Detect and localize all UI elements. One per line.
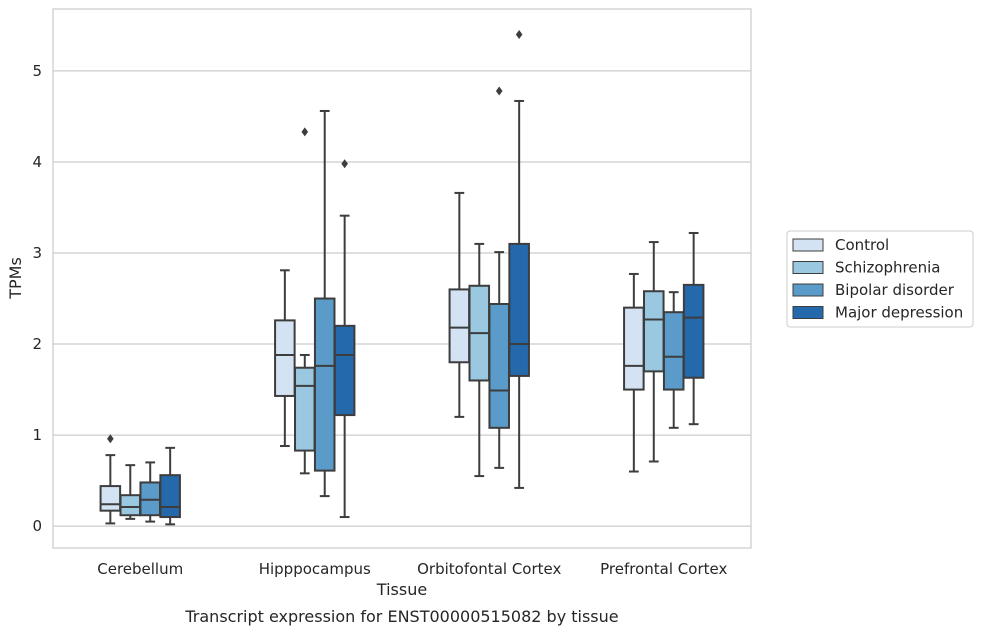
y-tick-label: 2	[32, 335, 42, 353]
boxes	[99, 29, 705, 526]
box-1-3	[333, 159, 356, 519]
x-tick-label: Hipppocampus	[259, 560, 371, 578]
x-axis-label: Tissue	[376, 580, 427, 599]
legend: Control Schizophrenia Bipolar disorder Majo…	[786, 230, 974, 328]
outlier-point	[495, 86, 503, 96]
plot-area-frame	[52, 8, 752, 549]
box-body	[313, 297, 336, 472]
legend-swatch	[792, 238, 824, 252]
box-3-2	[662, 291, 685, 429]
legend-label: Schizophrenia	[835, 259, 940, 277]
box-body	[159, 474, 181, 519]
x-tick-label: Orbitofontal Cortex	[417, 560, 561, 578]
outlier-point	[515, 29, 523, 39]
grid-lines	[53, 70, 751, 527]
outlier-point	[341, 159, 348, 169]
legend-swatch	[792, 261, 824, 274]
box-3-0	[623, 272, 645, 473]
legend-swatch	[792, 283, 824, 297]
box-2-0	[448, 191, 471, 418]
legend-frame	[786, 230, 974, 328]
box-body	[662, 311, 685, 391]
box-0-3	[159, 446, 181, 526]
box-2-2	[488, 86, 510, 469]
box-0-2	[139, 461, 161, 523]
box-3-3	[682, 231, 705, 426]
y-tick-label: 3	[32, 244, 42, 262]
box-1-2	[313, 109, 336, 498]
legend-label: Major depression	[835, 304, 963, 322]
box-body	[119, 494, 142, 517]
y-tick-label: 5	[32, 62, 42, 80]
y-axis-label: TPMs	[6, 257, 25, 300]
box-body	[99, 485, 122, 512]
box-body	[294, 366, 316, 452]
outlier-point	[301, 127, 309, 137]
box-body	[682, 283, 705, 379]
box-1-1	[294, 127, 316, 475]
legend-label: Control	[835, 236, 889, 254]
legend-label: Bipolar disorder	[835, 281, 955, 299]
x-tick-labels: Cerebellum Hipppocampus Orbitofontal Corte…	[97, 560, 727, 578]
y-tick-label: 4	[32, 153, 42, 171]
box-3-1	[643, 241, 665, 463]
box-body	[274, 319, 296, 397]
box-body	[448, 288, 471, 364]
y-tick-labels: 0 1 2 3 4 5	[32, 62, 42, 535]
box-1-0	[274, 269, 296, 448]
x-tick-label: Cerebellum	[97, 560, 183, 578]
y-tick-label: 1	[32, 426, 42, 444]
box-body	[643, 290, 665, 373]
box-body	[508, 242, 530, 377]
outlier-point	[107, 434, 114, 444]
box-body	[333, 324, 356, 417]
box-0-1	[119, 464, 142, 520]
box-body	[488, 302, 510, 429]
box-2-3	[508, 29, 530, 489]
box-0-0	[99, 434, 122, 525]
x-tick-label: Prefrontal Cortex	[600, 560, 727, 578]
box-2-1	[468, 242, 491, 478]
y-tick-label: 0	[32, 517, 42, 535]
chart-caption: Transcript expression for ENST0000051508…	[184, 607, 618, 626]
box-body	[623, 306, 645, 391]
legend-swatch	[792, 306, 824, 319]
